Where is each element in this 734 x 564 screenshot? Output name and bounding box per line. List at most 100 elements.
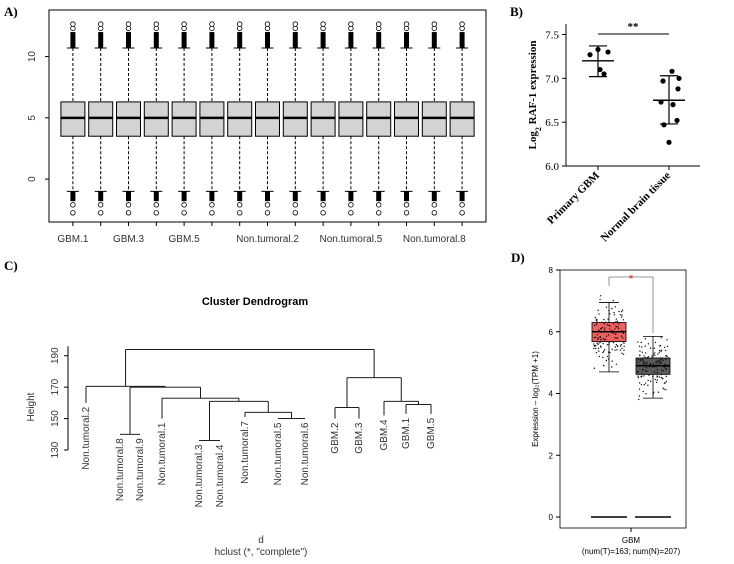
panel-d-point [598, 313, 600, 315]
panel-d-point [645, 366, 647, 369]
panel-a-ytick-label: 5 [27, 115, 38, 121]
panel-a-outlier [97, 21, 104, 27]
panel-d-point [661, 357, 663, 360]
panel-d-point [664, 368, 667, 370]
panel-d-point [602, 356, 604, 359]
panel-b-xtick-label: Normal brain tissue [599, 170, 674, 245]
panel-d-point [644, 352, 647, 354]
panel-d-point [643, 355, 645, 357]
panel-a-outlier [209, 202, 215, 208]
panel-d-point [609, 331, 612, 333]
panel-d-point [653, 366, 656, 368]
panel-c-ytick-label: 190 [50, 347, 61, 364]
panel-a-outlier [181, 210, 187, 216]
panel-d-point [621, 314, 623, 316]
panel-b-ylabel: Log2 RAF-1 expression [527, 41, 543, 150]
panel-b-ytick-label: 6.0 [545, 161, 559, 173]
panel-a-label: A) [4, 4, 18, 19]
panel-d-point [603, 364, 605, 367]
panel-d-point [593, 343, 595, 345]
panel-d-point [656, 360, 658, 362]
panel-b-point [601, 71, 607, 77]
panel-d-point [605, 321, 607, 324]
panel-d-point [657, 361, 659, 363]
panel-d-point [617, 326, 619, 328]
panel-d-ytick-label: 6 [549, 328, 554, 337]
panel-d-point [593, 336, 596, 339]
panel-d-point [641, 359, 644, 361]
panel-d-point [648, 366, 651, 368]
panel-d-point [604, 338, 607, 341]
panel-d-point [651, 357, 653, 360]
panel-d-point [607, 318, 609, 320]
panel-a-xtick-label: Non.tumoral.2 [236, 234, 299, 245]
panel-d-point [594, 347, 597, 350]
panel-c-leaf-label: Non.tumoral.6 [300, 422, 311, 485]
panel-a-box-GBM.3 [116, 21, 141, 226]
panel-d-point [614, 306, 617, 308]
panel-d-point [644, 382, 647, 384]
panel-a-boxplot: 0 5 10 GBM.1 GBM.3 GBM.5 Non.tumoral.2 Non.tumo… [27, 9, 487, 245]
panel-a-outlier [403, 21, 410, 27]
panel-d-point [612, 341, 615, 344]
panel-d-point [602, 351, 604, 354]
panel-a-outlier [236, 21, 243, 27]
panel-a-outlier [97, 210, 104, 216]
panel-d-point [608, 343, 610, 346]
panel-a-outlier [431, 202, 437, 208]
panel-d-point [653, 371, 656, 373]
panel-a-outlier [348, 210, 354, 216]
panel-d-point [659, 362, 661, 365]
panel-d-point [649, 347, 652, 349]
panel-a-outlier [181, 202, 187, 208]
panel-d-point [666, 355, 669, 358]
panel-d-point [600, 341, 602, 343]
panel-d-point [602, 350, 605, 353]
panel-d-point [619, 314, 622, 316]
panel-d-ytick-label: 4 [549, 390, 554, 399]
panel-d-point [623, 342, 625, 344]
panel-a-outlier [376, 202, 382, 208]
panel-a-outlier [153, 210, 159, 216]
panel-d-point [617, 327, 620, 330]
panel-d-point [608, 351, 610, 353]
panel-d-points [637, 337, 669, 401]
panel-d-point [651, 355, 653, 357]
panel-b-point [658, 99, 664, 105]
panel-d-point [643, 384, 645, 386]
panel-a-outlier [236, 202, 243, 208]
panel-d-point [603, 323, 605, 325]
panel-a-outlier [70, 21, 76, 27]
panel-a-outlier [376, 21, 382, 27]
panel-d-point [652, 375, 654, 378]
panel-d-ytick-label: 8 [549, 266, 554, 275]
panel-a-box-Non.tumoral.7 [394, 21, 419, 226]
panel-b-ylabel-sub: 2 [534, 127, 543, 131]
panel-d-point [612, 323, 615, 325]
panel-a-outlier [320, 21, 326, 27]
panel-d-point [660, 374, 662, 376]
panel-d-point [664, 349, 667, 352]
panel-d-point [608, 341, 611, 344]
panel-d-point [643, 375, 645, 377]
panel-d-point [615, 318, 618, 320]
panel-a-box-GBM.1 [60, 21, 86, 226]
panel-d-point [665, 389, 667, 391]
panel-d-point [665, 365, 667, 367]
panel-d-point [665, 368, 668, 370]
panel-d-point [600, 339, 602, 341]
panel-d-frame [559, 269, 687, 529]
panel-b-ytick-label: 6.5 [545, 117, 559, 129]
panel-d-point [598, 355, 600, 358]
panel-d-point [607, 334, 610, 336]
panel-d-point [593, 367, 596, 369]
panel-d-point [658, 359, 660, 362]
panel-d-point [605, 359, 608, 362]
panel-d-point [613, 311, 615, 314]
panel-a-outlier [153, 21, 159, 27]
panel-d-point [600, 295, 602, 297]
panel-d-point [666, 345, 669, 348]
panel-d-point [661, 349, 663, 351]
panel-a-outlier [264, 210, 271, 216]
panel-a-ytick-label: 0 [27, 176, 38, 182]
